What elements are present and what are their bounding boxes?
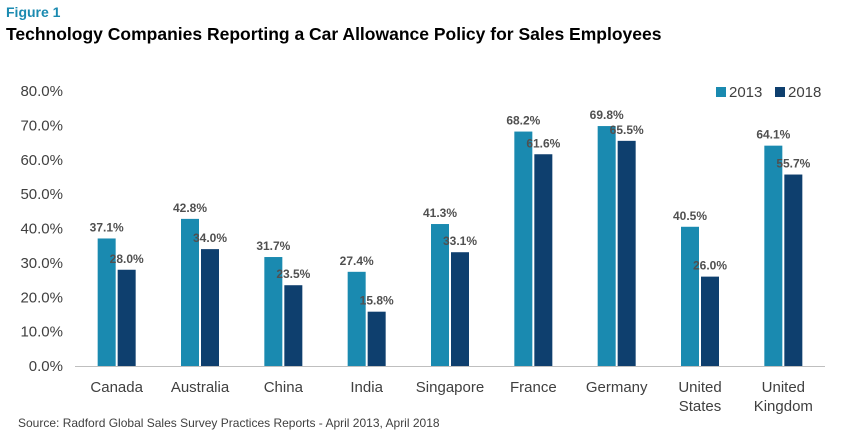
source-note: Source: Radford Global Sales Survey Prac…	[18, 416, 440, 430]
y-tick-label: 0.0%	[29, 358, 63, 375]
bar-2013	[597, 126, 616, 366]
data-label-2013: 40.5%	[673, 209, 707, 223]
bar-2018	[117, 269, 136, 366]
y-tick-label: 50.0%	[20, 186, 63, 203]
y-tick-label: 80.0%	[20, 83, 63, 100]
bar-2013	[681, 226, 699, 366]
data-label-2013: 41.3%	[423, 206, 457, 220]
x-tick-label: Singapore	[416, 379, 484, 396]
y-tick-label: 30.0%	[20, 255, 63, 272]
x-tick-label: United	[678, 379, 721, 396]
data-label-2013: 64.1%	[756, 128, 790, 142]
y-tick-label: 10.0%	[20, 324, 63, 341]
bar-2013	[264, 257, 283, 366]
bar-2018	[284, 285, 303, 366]
y-tick-label: 40.0%	[20, 221, 63, 238]
data-label-2018: 26.0%	[693, 259, 727, 273]
figure-label: Figure 1	[6, 4, 61, 20]
y-tick-label: 20.0%	[20, 289, 63, 306]
bar-2013	[514, 131, 533, 366]
bar-2018	[201, 249, 219, 366]
y-tick-label: 60.0%	[20, 152, 63, 169]
data-label-2018: 33.1%	[443, 234, 477, 248]
bar-2013	[431, 224, 449, 366]
data-label-2018: 15.8%	[360, 294, 394, 308]
legend-label-2013: 2013	[729, 84, 762, 101]
data-label-2013: 31.7%	[256, 239, 290, 253]
chart-title: Technology Companies Reporting a Car All…	[6, 24, 662, 44]
bar-2018	[534, 154, 553, 366]
bar-2013	[97, 238, 116, 366]
data-label-2018: 23.5%	[276, 267, 310, 281]
data-label-2018: 61.6%	[526, 136, 560, 150]
x-tick-label: States	[679, 398, 722, 415]
x-tick-label: France	[510, 379, 557, 396]
bar-2013	[181, 218, 199, 366]
bar-2013	[764, 145, 783, 366]
data-label-2013: 37.1%	[90, 220, 124, 234]
x-tick-label: United	[762, 379, 805, 396]
bar-2018	[784, 174, 803, 366]
y-tick-label: 70.0%	[20, 117, 63, 134]
x-tick-label: Germany	[586, 379, 648, 396]
x-tick-label: Kingdom	[754, 398, 813, 415]
data-label-2013: 42.8%	[173, 201, 207, 215]
data-label-2013: 27.4%	[340, 254, 374, 268]
bar-2018	[451, 252, 469, 366]
legend-swatch-2013	[716, 87, 726, 97]
x-tick-label: India	[350, 379, 383, 396]
bar-2018	[701, 276, 719, 366]
x-tick-label: Canada	[90, 379, 143, 396]
data-label-2018: 55.7%	[776, 157, 810, 171]
legend-swatch-2018	[775, 87, 785, 97]
data-label-2018: 28.0%	[110, 252, 144, 266]
data-label-2013: 69.8%	[590, 108, 624, 122]
bar-2013	[347, 271, 366, 366]
bar-2018	[617, 140, 636, 366]
x-tick-label: Australia	[171, 379, 230, 396]
data-label-2013: 68.2%	[506, 114, 540, 128]
bar-2018	[367, 311, 386, 366]
legend-label-2018: 2018	[788, 84, 821, 101]
data-label-2018: 34.0%	[193, 231, 227, 245]
data-label-2018: 65.5%	[610, 123, 644, 137]
x-tick-label: China	[264, 379, 304, 396]
